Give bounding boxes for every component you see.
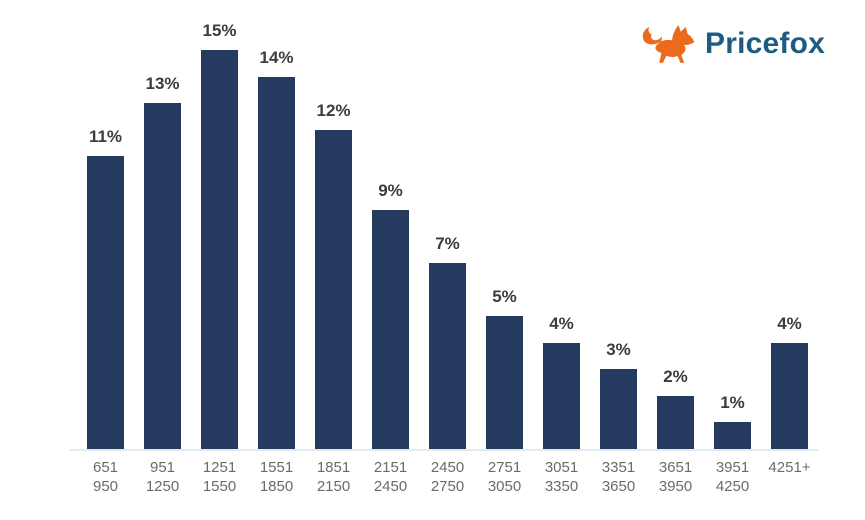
x-tick-label: 2751 3050 (487, 459, 522, 495)
x-tick-label: 2450 2750 (430, 459, 465, 495)
logo-wordmark: Pricefox (705, 27, 825, 60)
x-tick-label: 3051 3350 (544, 459, 579, 495)
x-tick-label: 1551 1850 (259, 459, 294, 495)
bar (258, 76, 295, 449)
bar (657, 395, 694, 449)
bar (486, 316, 523, 449)
bar-value-label: 3% (606, 340, 631, 360)
chart-column: 15% 1251 1550 (191, 20, 248, 500)
bar (771, 342, 808, 449)
bar (144, 103, 181, 449)
bar (201, 50, 238, 449)
bar (372, 209, 409, 449)
pricefox-logo: Pricefox (638, 20, 825, 68)
bar (543, 342, 580, 449)
x-tick-label: 1251 1550 (202, 459, 237, 495)
bar-value-label: 15% (202, 21, 237, 40)
x-tick-label: 3351 3650 (601, 459, 636, 495)
chart-column: 14% 1551 1850 (248, 20, 305, 500)
bar-chart: 11% 651 950 13% 951 1250 15% 1251 1550 14% 1551 185… (77, 20, 818, 500)
x-tick-label: 3951 4250 (715, 459, 750, 495)
x-tick-label: 1851 2150 (316, 459, 351, 495)
x-axis-line (70, 449, 818, 451)
chart-column: 1% 3951 4250 (704, 20, 761, 500)
bar-value-label: 14% (259, 47, 294, 67)
fox-icon (638, 20, 696, 68)
bar-value-label: 2% (663, 366, 688, 386)
bar (429, 262, 466, 449)
bar (315, 129, 352, 449)
chart-column: 9% 2151 2450 (362, 20, 419, 500)
bar-value-label: 4% (777, 313, 802, 333)
bar (600, 369, 637, 449)
bar-value-label: 1% (720, 393, 745, 413)
chart-column: 12% 1851 2150 (305, 20, 362, 500)
x-tick-label: 651 950 (92, 459, 119, 495)
bar (87, 156, 124, 449)
bar-value-label: 12% (316, 100, 351, 120)
chart-column: 4% 3051 3350 (533, 20, 590, 500)
x-tick-label: 2151 2450 (373, 459, 408, 495)
bar (714, 422, 751, 449)
bar-value-label: 4% (549, 313, 574, 333)
x-tick-label: 3651 3950 (658, 459, 693, 495)
x-tick-label: 4251+ (768, 459, 811, 476)
chart-column: 2% 3651 3950 (647, 20, 704, 500)
bar-value-label: 11% (88, 127, 123, 147)
bar-value-label: 13% (145, 74, 180, 94)
chart-column: 7% 2450 2750 (419, 20, 476, 500)
chart-column: 3% 3351 3650 (590, 20, 647, 500)
chart-column: 13% 951 1250 (134, 20, 191, 500)
chart-column: 5% 2751 3050 (476, 20, 533, 500)
chart-column: 4% 4251+ (761, 20, 818, 500)
bar-value-label: 9% (378, 180, 403, 200)
bar-value-label: 5% (492, 287, 517, 306)
bar-value-label: 7% (435, 233, 460, 253)
x-tick-label: 951 1250 (145, 459, 180, 495)
chart-column: 11% 651 950 (77, 20, 134, 500)
